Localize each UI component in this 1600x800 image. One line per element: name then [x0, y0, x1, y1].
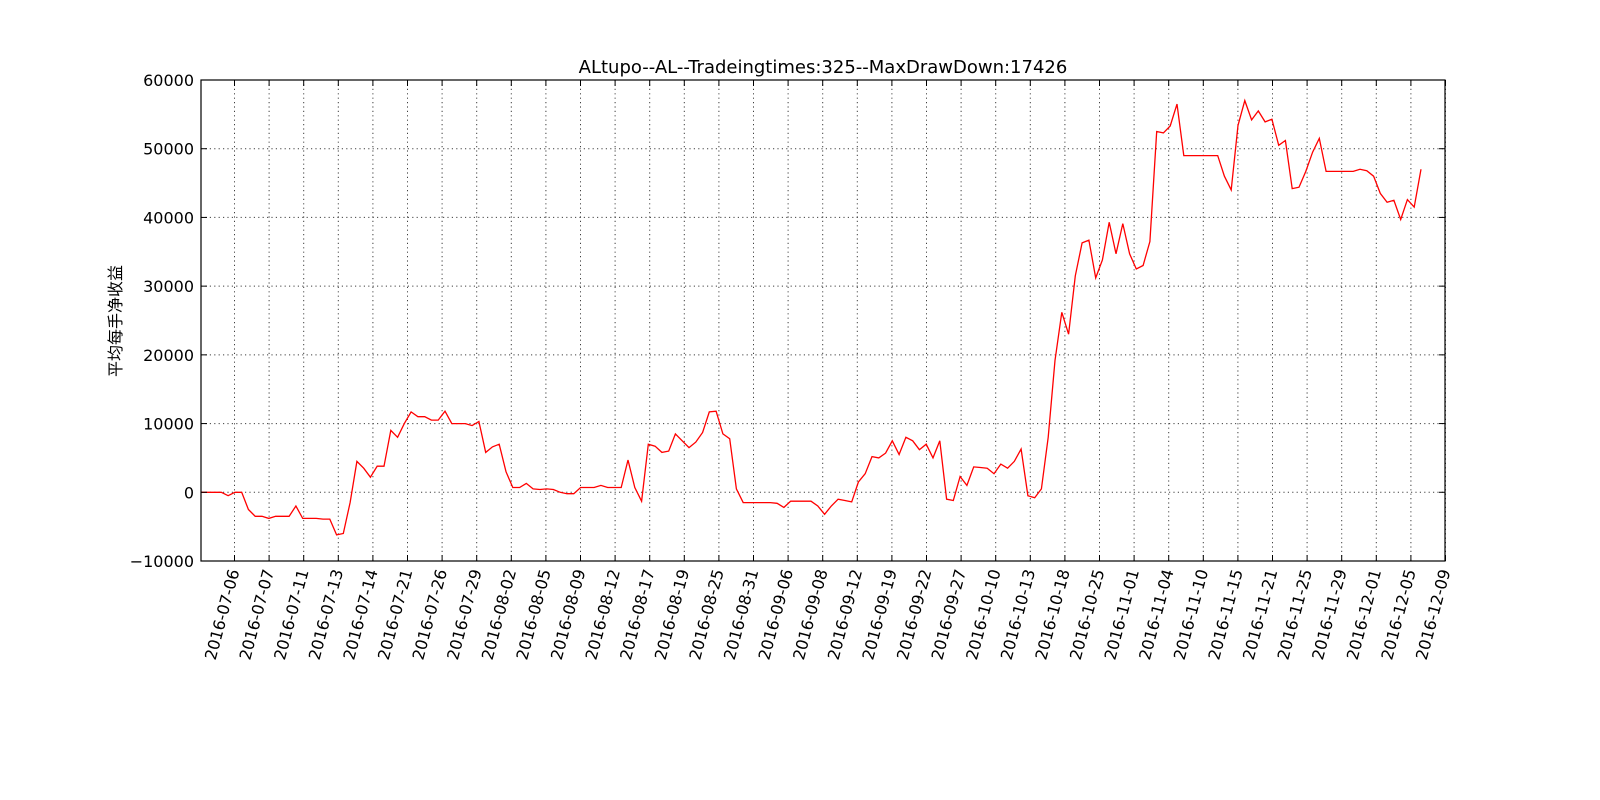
x-tick-label: 2016-09-19 [858, 567, 900, 662]
x-tick-label: 2016-08-17 [616, 567, 658, 662]
x-tick-label: 2016-07-29 [443, 567, 485, 662]
x-tick-label: 2016-07-14 [339, 567, 381, 662]
x-tick-label: 2016-08-31 [720, 567, 762, 662]
x-tick-label: 2016-11-10 [1170, 567, 1212, 662]
y-tick-label: 50000 [143, 140, 194, 159]
x-tick-labels: 2016-07-062016-07-072016-07-112016-07-13… [201, 567, 1454, 662]
y-tick-label: 60000 [143, 71, 194, 90]
y-tick-labels: −10000 0 10000 20000 30000 40000 50000 60000 [130, 71, 194, 571]
plot-frame [200, 79, 1446, 562]
chart-title: ALtupo--AL--Tradeingtimes:325--MaxDrawDo… [579, 57, 1068, 78]
x-tick-label: 2016-08-25 [685, 567, 727, 662]
x-tick-label: 2016-10-10 [962, 567, 1004, 662]
x-tick-label: 2016-12-09 [1412, 567, 1454, 662]
x-tick-label: 2016-10-18 [1031, 567, 1073, 662]
axis-ticks [201, 79, 1446, 562]
x-tick-label: 2016-07-07 [236, 567, 278, 662]
x-tick-label: 2016-12-01 [1343, 567, 1385, 662]
x-tick-label: 2016-12-05 [1377, 567, 1419, 662]
y-tick-label: 40000 [143, 208, 194, 227]
x-tick-label: 2016-09-06 [755, 567, 797, 662]
x-tick-label: 2016-09-08 [789, 567, 831, 662]
series-line [201, 98, 1422, 536]
x-tick-label: 2016-11-15 [1204, 567, 1246, 662]
x-tick-label: 2016-08-02 [478, 567, 520, 662]
x-tick-label: 2016-11-04 [1135, 567, 1177, 662]
series-line-group [201, 98, 1422, 536]
x-tick-label: 2016-10-13 [997, 567, 1039, 662]
x-tick-label: 2016-07-11 [270, 567, 312, 662]
x-tick-label: 2016-08-12 [582, 567, 624, 662]
x-tick-label: 2016-09-27 [928, 567, 970, 662]
x-tick-label: 2016-07-13 [305, 567, 347, 662]
x-tick-label: 2016-08-09 [547, 567, 589, 662]
x-tick-label: 2016-09-12 [824, 567, 866, 662]
x-tick-label: 2016-11-21 [1239, 567, 1281, 662]
x-tick-label: 2016-08-05 [512, 567, 554, 662]
y-tick-label: 0 [184, 483, 194, 502]
y-tick-label: 20000 [143, 346, 194, 365]
y-axis-label: 平均每手净收益 [106, 265, 125, 377]
x-tick-label: 2016-11-29 [1308, 567, 1350, 662]
grid-lines [201, 80, 1446, 561]
x-tick-label: 2016-11-01 [1101, 567, 1143, 662]
y-tick-label: 30000 [143, 277, 194, 296]
x-tick-label: 2016-07-26 [409, 567, 451, 662]
x-tick-label: 2016-08-19 [651, 567, 693, 662]
y-tick-label: −10000 [130, 552, 194, 571]
x-tick-label: 2016-07-21 [374, 567, 416, 662]
x-tick-label: 2016-07-06 [201, 567, 243, 662]
y-tick-label: 10000 [143, 415, 194, 434]
x-tick-label: 2016-10-25 [1066, 567, 1108, 662]
x-tick-label: 2016-09-22 [893, 567, 935, 662]
x-tick-label: 2016-11-25 [1274, 567, 1316, 662]
